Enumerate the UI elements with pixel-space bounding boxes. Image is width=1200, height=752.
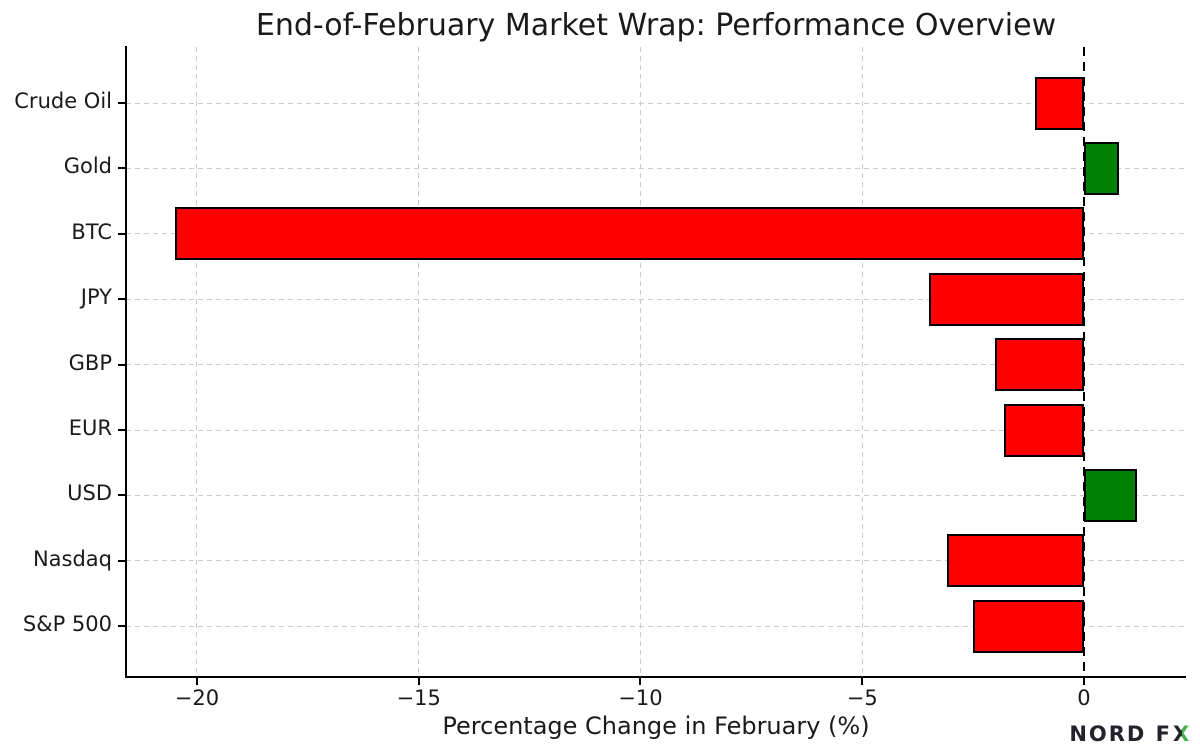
logo-x-dark-stroke: X	[1173, 722, 1192, 746]
category-label: USD	[67, 481, 112, 506]
bar-jpy	[928, 272, 1084, 326]
bar-s-p-500	[973, 599, 1084, 653]
logo-x-green-stroke: X	[1173, 722, 1192, 746]
chart-title: End-of-February Market Wrap: Performance…	[255, 8, 1057, 43]
y-tick-mark	[118, 232, 126, 235]
y-tick-mark	[118, 494, 126, 497]
y-gridline	[126, 364, 1186, 366]
x-tick-label: −10	[618, 686, 663, 710]
y-tick-mark	[118, 625, 126, 628]
x-axis-label: Percentage Change in February (%)	[442, 712, 870, 740]
y-gridline	[126, 102, 1186, 104]
category-label: GBP	[68, 350, 112, 375]
nordfx-logo: NORD F X X	[1069, 721, 1190, 747]
category-label: Nasdaq	[32, 546, 112, 571]
x-tick-label: −20	[174, 686, 220, 710]
y-gridline	[126, 560, 1186, 562]
logo-x-icon: X X	[1173, 721, 1190, 747]
x-tick-mark	[639, 677, 642, 685]
y-axis-spine	[125, 46, 127, 678]
zero-reference-line	[1082, 47, 1085, 677]
x-tick-label: −5	[846, 686, 878, 710]
x-gridline	[861, 47, 863, 677]
y-tick-mark	[118, 167, 126, 170]
bar-gold	[1083, 141, 1120, 195]
y-tick-mark	[118, 102, 126, 104]
x-tick-mark	[417, 677, 420, 685]
category-label: EUR	[68, 416, 112, 440]
y-tick-mark	[118, 429, 126, 431]
category-label: BTC	[71, 219, 112, 244]
x-gridline	[639, 47, 641, 677]
y-gridline	[126, 167, 1186, 169]
category-label: JPY	[80, 285, 112, 310]
plot-area	[118, 46, 1186, 685]
category-label: S&P 500	[22, 612, 112, 637]
x-tick-label: 0	[1077, 686, 1091, 710]
category-label: Gold	[63, 154, 112, 179]
x-gridline	[418, 47, 420, 677]
bar-usd	[1083, 468, 1138, 522]
x-tick-label: −15	[396, 686, 441, 710]
x-axis-spine	[125, 676, 1186, 678]
category-label: Crude Oil	[14, 89, 112, 113]
x-tick-mark	[861, 677, 864, 685]
x-gridline	[196, 47, 198, 677]
bar-nasdaq	[946, 534, 1084, 588]
y-gridline	[126, 625, 1186, 627]
y-gridline	[126, 429, 1186, 431]
bar-btc	[174, 207, 1084, 261]
bar-eur	[1004, 403, 1084, 457]
bar-gbp	[995, 338, 1084, 392]
y-tick-mark	[118, 559, 126, 562]
bar-crude-oil	[1035, 76, 1084, 130]
y-tick-mark	[118, 298, 126, 301]
y-tick-mark	[118, 363, 126, 366]
logo-text: NORD F	[1069, 722, 1172, 746]
y-gridline	[126, 298, 1186, 300]
x-tick-mark	[195, 677, 198, 685]
y-gridline	[126, 494, 1186, 496]
x-tick-mark	[1082, 677, 1085, 685]
